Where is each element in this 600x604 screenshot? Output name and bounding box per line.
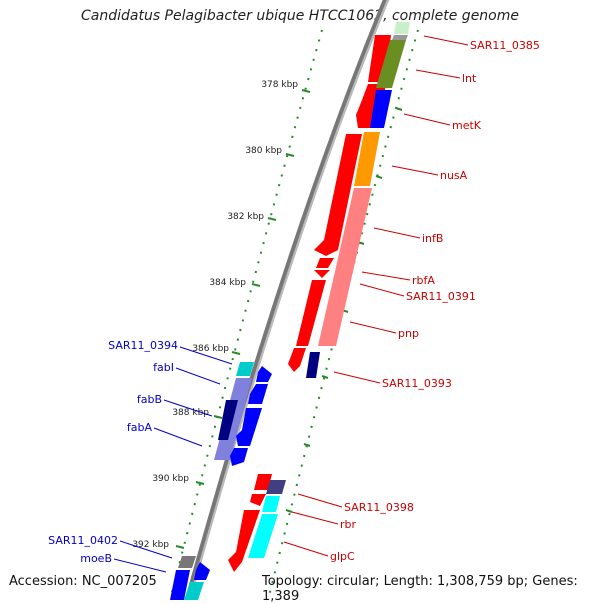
gene-arrow-sar11-0393[interactable]: [288, 348, 306, 372]
gene-arrow-pnp[interactable]: [296, 280, 326, 346]
label-rbfa[interactable]: rbfA: [412, 274, 435, 287]
label-lnt[interactable]: lnt: [462, 72, 477, 85]
cog-track: [248, 22, 410, 558]
cog-block-glpc[interactable]: [248, 514, 278, 558]
label-moeb[interactable]: moeB: [80, 552, 112, 565]
scale-label-382: 382 kbp: [227, 212, 264, 222]
gene-arrow-sar11-0394[interactable]: [256, 366, 272, 382]
label-sar11-0402[interactable]: SAR11_0402: [48, 534, 118, 547]
gene-arrow-infb[interactable]: [316, 258, 334, 268]
gene-arrow-rbr[interactable]: [250, 494, 266, 506]
label-nusa[interactable]: nusA: [440, 169, 468, 182]
reverse-gene-track: [170, 362, 272, 600]
cog-block-nusa[interactable]: [354, 132, 380, 186]
leader-line-sar11-0398: [297, 493, 343, 508]
leader-line-rbr: [291, 511, 339, 525]
scale-tick-392: [175, 545, 185, 549]
leader-line-faba: [153, 427, 203, 447]
label-sar11-0385[interactable]: SAR11_0385: [470, 39, 540, 52]
gene-arrow-sar11-0398[interactable]: [254, 474, 272, 490]
label-fabi[interactable]: fabI: [153, 361, 174, 374]
leader-line-nusa: [391, 165, 439, 176]
leader-line-moeb: [113, 558, 167, 573]
scale-label-384: 384 kbp: [209, 278, 246, 288]
scale-label-380: 380 kbp: [245, 146, 282, 156]
leader-line-pnp: [349, 321, 397, 334]
leader-line-infb: [373, 227, 421, 239]
leader-line-sar11-0402: [119, 540, 173, 559]
backbone-line: [184, 0, 390, 600]
scale-tick-386: [231, 351, 241, 355]
leader-line-glpc: [283, 541, 329, 557]
cog-block-sar11-0394[interactable]: [236, 362, 254, 376]
scale-tick-388: [213, 415, 223, 419]
cog-block-sar11-0385-unknown[interactable]: [392, 35, 408, 40]
inner-tick: [395, 107, 403, 111]
gene-arrow-rbfa[interactable]: [314, 270, 330, 278]
cog-block-sar11-0385[interactable]: [394, 22, 410, 34]
label-sar11-0394[interactable]: SAR11_0394: [108, 339, 178, 352]
forward-labels: SAR11_0385 lnt metK nusA infB rbfA SAR11…: [283, 35, 540, 563]
leader-line-metk: [403, 113, 451, 126]
inner-tick: [303, 443, 311, 447]
outer-tick-guide: [169, 29, 323, 600]
backbone: [184, 0, 390, 600]
inner-tick: [285, 509, 293, 513]
label-sar11-0393[interactable]: SAR11_0393: [382, 377, 452, 390]
label-infb[interactable]: infB: [422, 232, 443, 245]
scale-tick-382: [267, 217, 277, 221]
gene-arrow-nusa[interactable]: [314, 134, 362, 256]
cog-block-metk[interactable]: [370, 90, 392, 128]
scale-label-390: 390 kbp: [152, 474, 189, 484]
leader-line-fabb: [163, 399, 213, 417]
cog-block-sar11-0402[interactable]: [178, 556, 196, 568]
scale: 378 kbp 380 kbp 382 kbp 384 kbp 386 kbp …: [132, 80, 403, 550]
label-fabb[interactable]: fabB: [137, 393, 162, 406]
label-sar11-0391[interactable]: SAR11_0391: [406, 290, 476, 303]
leader-line-sar11-0394: [179, 346, 233, 365]
leader-line-fabi: [175, 367, 221, 385]
scale-tick-378: [301, 89, 311, 93]
cog-block-moeb[interactable]: [184, 582, 204, 600]
cog-block-sar11-0393[interactable]: [306, 352, 320, 378]
scale-tick-390: [195, 481, 205, 485]
leader-line-lnt: [415, 69, 461, 79]
scale-label-378: 378 kbp: [261, 80, 298, 90]
leader-line-rbfa: [361, 271, 411, 281]
reverse-labels: SAR11_0394 fabI fabB fabA SAR11_0402 moe…: [48, 339, 233, 573]
cog-block-fabb-dark[interactable]: [218, 400, 238, 440]
forward-gene-track: [228, 35, 391, 572]
label-rbr[interactable]: rbr: [340, 518, 357, 531]
label-faba[interactable]: fabA: [127, 421, 153, 434]
label-metk[interactable]: metK: [452, 119, 482, 132]
label-sar11-0398[interactable]: SAR11_0398: [344, 501, 414, 514]
cog-block-lnt[interactable]: [376, 40, 406, 88]
backbone-highlight: [188, 0, 389, 600]
gene-arrow-fabi[interactable]: [248, 384, 268, 404]
gene-arrow-sar11-0402[interactable]: [194, 562, 210, 580]
gene-arrow-moeb[interactable]: [170, 570, 190, 600]
scale-label-388: 388 kbp: [172, 408, 209, 418]
scale-tick-384: [251, 283, 261, 287]
cog-block-sar11-0398[interactable]: [266, 480, 286, 494]
leader-line-sar11-0393: [333, 371, 381, 384]
inner-tick: [375, 175, 383, 179]
cog-block-infb-pnp[interactable]: [318, 188, 372, 346]
scale-label-386: 386 kbp: [192, 344, 229, 354]
map-title: Candidatus Pelagibacter ubique HTCC1062,…: [80, 8, 519, 24]
accession-text: Accession: NC_007205: [9, 574, 157, 589]
inner-tick: [321, 375, 329, 379]
leader-line-sar11-0391: [359, 283, 405, 297]
gene-arrow-faba[interactable]: [230, 448, 248, 466]
gene-arrow-glpc[interactable]: [228, 510, 260, 572]
leader-line-sar11-0385: [423, 35, 469, 46]
gene-arrow-fabb[interactable]: [236, 408, 262, 446]
cog-block-rbr[interactable]: [262, 496, 280, 512]
label-glpc[interactable]: glpC: [330, 550, 355, 563]
scale-tick-380: [285, 153, 295, 157]
label-pnp[interactable]: pnp: [398, 327, 419, 340]
scale-label-392: 392 kbp: [132, 540, 169, 550]
